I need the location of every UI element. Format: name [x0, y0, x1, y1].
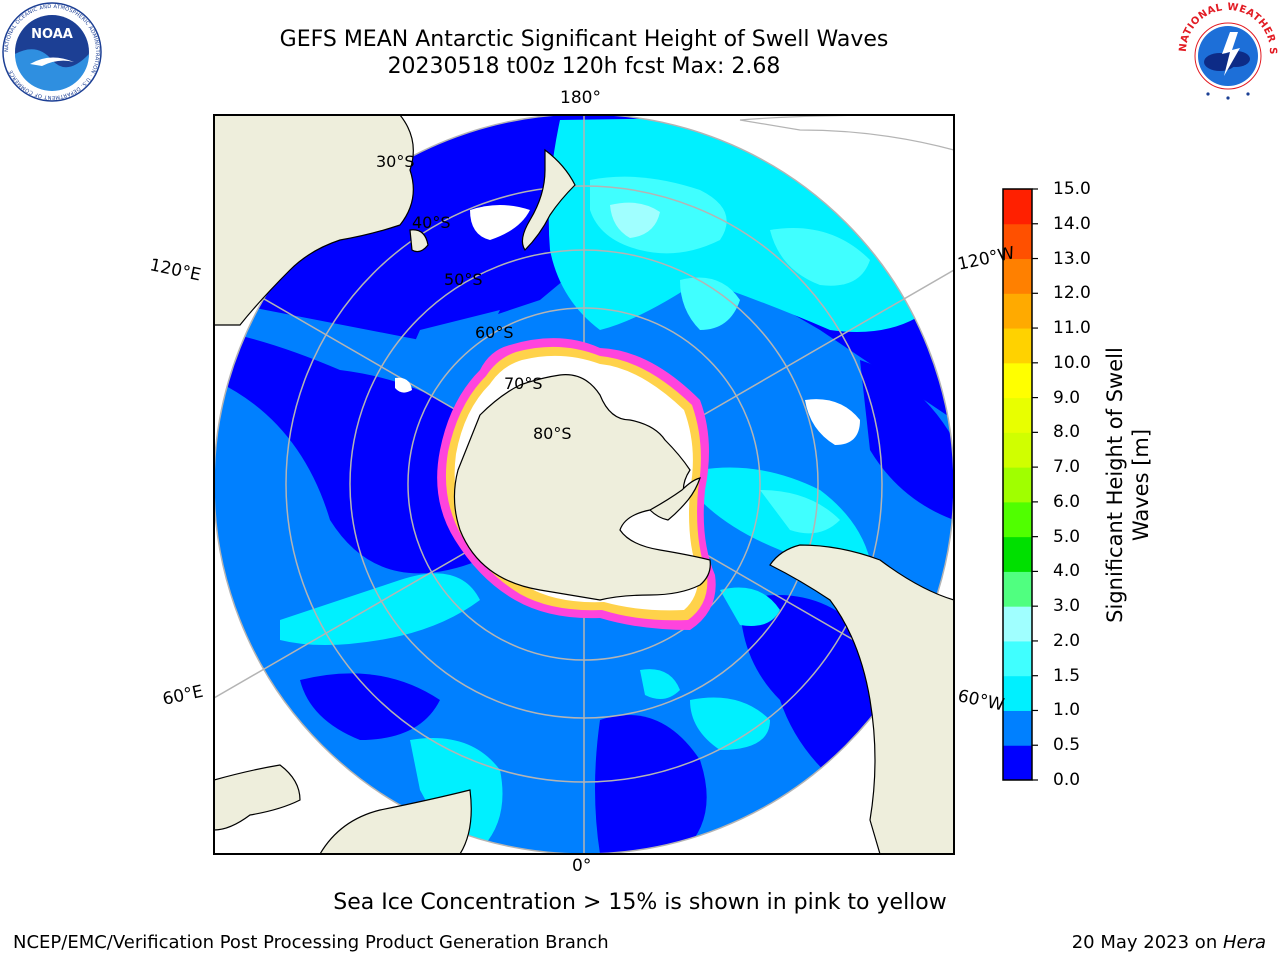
colorbar-tick-label: 13.0: [1053, 248, 1091, 269]
colorbar-tick-label: 12.0: [1053, 283, 1091, 304]
sea-ice-note: Sea Ice Concentration > 15% is shown in …: [333, 890, 947, 915]
colorbar-segment: [1003, 223, 1032, 260]
lat-label-80s: 80°S: [533, 424, 572, 443]
swell-band-0-0: [300, 673, 440, 740]
colorbar-tick-label: 14.0: [1053, 213, 1091, 234]
land: [214, 115, 954, 854]
swell-band-1-0: [690, 697, 770, 750]
colorbar-segment: [1003, 362, 1032, 399]
swell-band-0-0: [420, 127, 560, 200]
colorbar-tick-label: 1.5: [1053, 665, 1081, 686]
colorbar-segment: [1003, 640, 1032, 677]
colorbar-tick-label: 8.0: [1053, 422, 1081, 443]
land-south-america: [769, 544, 954, 854]
colorbar-segment: [1003, 745, 1032, 781]
swell-band-2-0: [610, 202, 660, 238]
footer-credit: NCEP/EMC/Verification Post Processing Pr…: [13, 932, 609, 953]
colorbar-segment: [1003, 606, 1032, 642]
colorbar-tick-label: 1.0: [1053, 700, 1081, 721]
land-antarctica: [453, 374, 711, 601]
lat-label-40s: 40°S: [412, 213, 451, 232]
swell-band-1-5: [680, 277, 740, 330]
swell-band-1-5: [760, 490, 840, 534]
land-africa: [214, 764, 301, 831]
colorbar-segment: [1003, 675, 1032, 711]
colorbar-label: Significant Height of Swell Waves [m]: [1103, 347, 1153, 623]
land-new-zealand: [521, 148, 576, 251]
colorbar-tick-label: 0.0: [1053, 770, 1081, 790]
colorbar: [1003, 189, 1032, 781]
lat-label-70s: 70°S: [504, 374, 543, 393]
land-antarctic-peninsula: [649, 477, 701, 521]
swell-band-1-0: [720, 587, 780, 626]
chart-title: GEFS MEAN Antarctic Significant Height o…: [279, 27, 889, 52]
land-australia: [214, 115, 414, 326]
footer-host: Hera: [1222, 932, 1266, 953]
colorbar-segment: [1003, 710, 1032, 746]
colorbar-tick-label: 3.0: [1053, 596, 1081, 617]
colorbar-tick-label: 6.0: [1053, 491, 1081, 512]
swell-band-0-0: [595, 715, 707, 854]
colorbar-tick-label: 10.0: [1053, 352, 1091, 373]
colorbar-tick-label: 5.0: [1053, 526, 1081, 547]
swell-band-1-0: [640, 669, 680, 699]
colorbar-segment: [1003, 536, 1032, 572]
noaa-logo-text: NOAA: [31, 27, 73, 42]
swell-band-0-0: [214, 330, 480, 574]
colorbar-tick-marks: [1032, 188, 1038, 781]
noaa-logo: NATIONAL OCEANIC AND ATMOSPHERIC ADMINIS…: [2, 2, 102, 102]
swell-band-1-5: [770, 228, 870, 286]
chart-subtitle: 20230518 t00z 120h fcst Max: 2.68: [387, 54, 781, 79]
colorbar-tick-label: 11.0: [1053, 318, 1091, 339]
colorbar-segment: [1003, 258, 1032, 294]
colorbar-segment: [1003, 501, 1032, 538]
lat-label-60s: 60°S: [475, 323, 514, 342]
lat-label-50s: 50°S: [444, 270, 483, 289]
colorbar-segment: [1003, 293, 1032, 329]
colorbar-tick-label: 0.5: [1053, 735, 1081, 756]
map-frame: [213, 114, 955, 855]
colorbar-segment: [1003, 467, 1032, 503]
swell-band-1-0: [280, 573, 480, 645]
footer-date-text: 20 May 2023 on: [1071, 932, 1223, 953]
land-tasmania: [409, 229, 429, 253]
colorbar-segment: [1003, 328, 1032, 364]
colorbar-segment: [1003, 571, 1032, 607]
swell-band-0-0: [860, 360, 954, 520]
colorbar-frame: [1002, 188, 1033, 781]
lon-label-180: 180°: [560, 88, 601, 108]
colorbar-segment: [1003, 189, 1032, 225]
colorbar-tick-label: 2.0: [1053, 630, 1081, 651]
no-data: [395, 205, 860, 445]
nws-logo: NATIONAL WEATHER SERVICE: [1178, 2, 1278, 101]
colorbar-segment: [1003, 397, 1032, 433]
land-south-america-top: [739, 115, 954, 151]
footer-date: 20 May 2023 on Hera: [1072, 932, 1266, 953]
lat-label-30s: 30°S: [376, 152, 415, 171]
land-africa-south: [319, 789, 472, 854]
lon-label-0: 0°: [572, 856, 592, 876]
colorbar-tick-label: 4.0: [1053, 561, 1081, 582]
colorbar-segment: [1003, 432, 1032, 468]
colorbar-tick-label: 15.0: [1053, 179, 1091, 199]
colorbar-tick-label: 7.0: [1053, 457, 1081, 478]
colorbar-tick-label: 9.0: [1053, 387, 1081, 408]
